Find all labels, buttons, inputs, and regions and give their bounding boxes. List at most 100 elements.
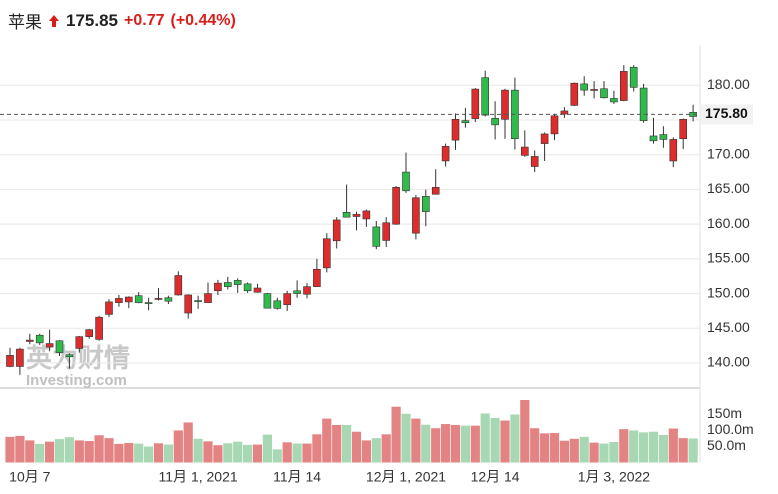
volume-bar xyxy=(589,442,599,463)
volume-bar xyxy=(401,413,411,463)
volume-tick-label: 100.0m xyxy=(707,421,754,437)
volume-bar xyxy=(332,425,342,463)
volume-bar xyxy=(500,420,510,463)
candle-body xyxy=(610,98,618,103)
candle-body xyxy=(214,282,222,292)
volume-bar xyxy=(351,431,362,463)
volume-bar xyxy=(599,443,609,463)
candle-body xyxy=(540,133,549,144)
candle-body xyxy=(95,316,103,340)
volume-bar xyxy=(223,443,233,463)
volume-bar xyxy=(144,446,154,463)
up-arrow-icon xyxy=(49,14,59,27)
last-price-label: 175.80 xyxy=(705,105,748,121)
candle-body xyxy=(412,197,420,234)
candle-body xyxy=(115,298,123,303)
volume-bar xyxy=(688,438,698,463)
change: +0.77 xyxy=(124,11,165,29)
candle-body xyxy=(501,89,509,120)
candle-body xyxy=(659,134,668,140)
candle-body xyxy=(85,329,93,337)
volume-bar xyxy=(431,428,441,463)
candle-body xyxy=(550,115,559,135)
candle-body xyxy=(421,196,430,212)
candle-body xyxy=(332,219,341,242)
volume-bar xyxy=(104,438,114,463)
volume-bar xyxy=(74,440,84,463)
candle-body xyxy=(144,302,153,304)
candle-body xyxy=(471,88,480,119)
volume-bar xyxy=(510,414,520,463)
volume-bar xyxy=(54,439,65,463)
candle-body xyxy=(293,290,301,294)
candle-body xyxy=(273,300,282,309)
last-price-box xyxy=(701,104,753,125)
volume-bar xyxy=(163,444,173,463)
volume-bar xyxy=(5,436,15,463)
candle-body xyxy=(283,293,292,305)
volume-bar xyxy=(530,428,540,463)
candle-body xyxy=(580,83,589,91)
volume-bar xyxy=(619,429,629,463)
volume-bar xyxy=(45,441,55,463)
change-percent: (+0.44%) xyxy=(170,11,236,29)
volume-bar xyxy=(559,440,569,463)
candle-body xyxy=(649,135,658,142)
price: 175.85 xyxy=(66,10,118,30)
volume-tick-label: 150m xyxy=(707,405,742,421)
volume-bar xyxy=(658,434,668,463)
candle-body xyxy=(16,348,24,367)
volume-bar xyxy=(639,432,649,463)
volume-bar xyxy=(391,406,401,463)
x-tick-label: 11月 14 xyxy=(273,469,321,485)
volume-bar xyxy=(134,443,144,463)
volume-bar xyxy=(243,444,253,463)
x-tick-label: 1月 3, 2022 xyxy=(578,469,651,485)
candle-body xyxy=(45,343,54,348)
candle-body xyxy=(322,238,331,269)
volume-bar xyxy=(312,434,322,463)
candle-body xyxy=(303,286,311,295)
candle-body xyxy=(125,296,133,303)
candle-body xyxy=(402,171,410,192)
candle-body xyxy=(441,146,450,162)
candle-body xyxy=(619,71,628,101)
volume-bar xyxy=(381,434,391,463)
volume-bar xyxy=(540,433,550,463)
candle-body xyxy=(481,77,490,116)
volume-bar xyxy=(678,438,688,463)
volume-bar xyxy=(411,418,421,463)
candle-body xyxy=(560,110,569,115)
volume-bar xyxy=(64,437,74,463)
volume-bar xyxy=(35,443,45,463)
y-tick-label: 140.00 xyxy=(707,354,750,370)
candle-body xyxy=(164,297,173,302)
volume-bar xyxy=(84,441,94,463)
volume-bar xyxy=(668,428,678,463)
candle-body xyxy=(313,268,321,287)
volume-bar xyxy=(648,431,659,463)
x-tick-label: 10月 7 xyxy=(9,469,50,485)
candle-body xyxy=(590,89,598,91)
candle-body xyxy=(35,334,44,344)
volume-bar xyxy=(609,441,619,463)
volume-bar xyxy=(124,442,134,463)
volume-bar xyxy=(252,444,263,463)
candle-body xyxy=(65,354,74,358)
candle-body xyxy=(669,139,678,162)
candle-body xyxy=(570,82,579,106)
volume-bar xyxy=(15,435,25,463)
volume-bar xyxy=(361,440,371,463)
candle-body xyxy=(639,87,648,121)
candle-body xyxy=(679,118,688,140)
volume-bar xyxy=(94,435,104,463)
y-tick-label: 145.00 xyxy=(707,319,750,335)
volume-bar xyxy=(371,438,381,463)
volume-bar xyxy=(272,449,282,463)
candle-body xyxy=(352,214,361,217)
candle-body xyxy=(451,118,460,141)
y-tick-label: 160.00 xyxy=(707,215,750,231)
candle-body xyxy=(174,275,183,296)
candle-body xyxy=(491,117,499,126)
